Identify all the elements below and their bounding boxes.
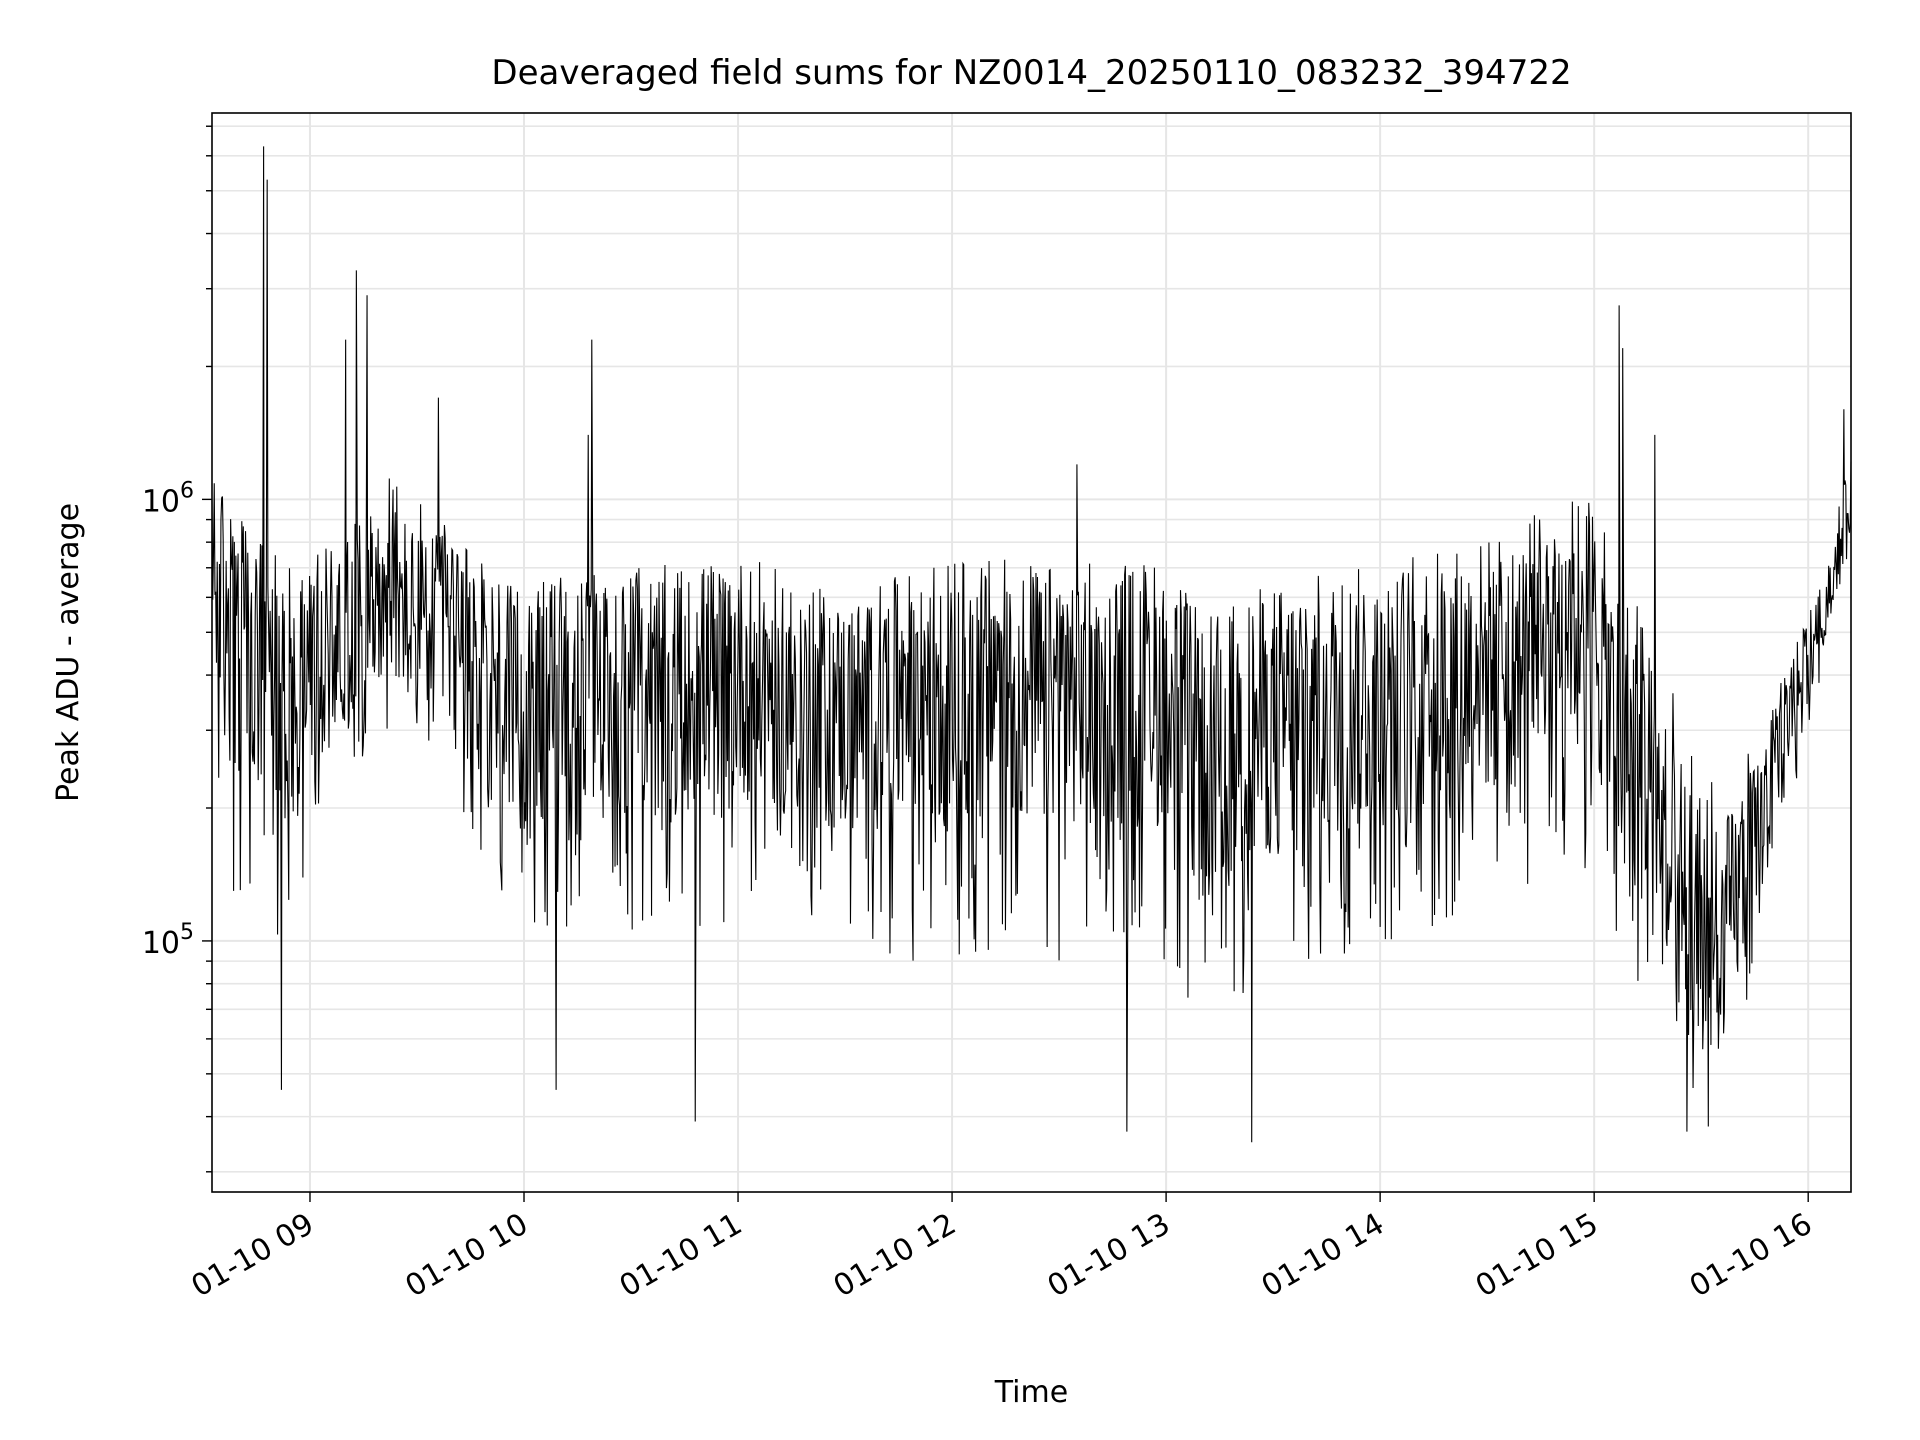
series-line	[211, 146, 1852, 1143]
y-axis-label: Peak ADU - average	[51, 503, 86, 802]
y-tick-label-base: 10	[142, 926, 180, 961]
plot-frame	[211, 112, 1852, 1193]
y-tick-label-base: 10	[142, 484, 180, 519]
y-tick-label: 106	[142, 478, 194, 519]
y-tick-label: 105	[142, 920, 194, 961]
y-tick-label-exponent: 5	[180, 920, 194, 945]
x-axis-label: Time	[994, 1375, 1068, 1410]
series-layer	[211, 146, 1852, 1143]
chart-title: Deaveraged field sums for NZ0014_2025011…	[491, 53, 1571, 93]
y-tick-label-exponent: 6	[180, 478, 194, 503]
